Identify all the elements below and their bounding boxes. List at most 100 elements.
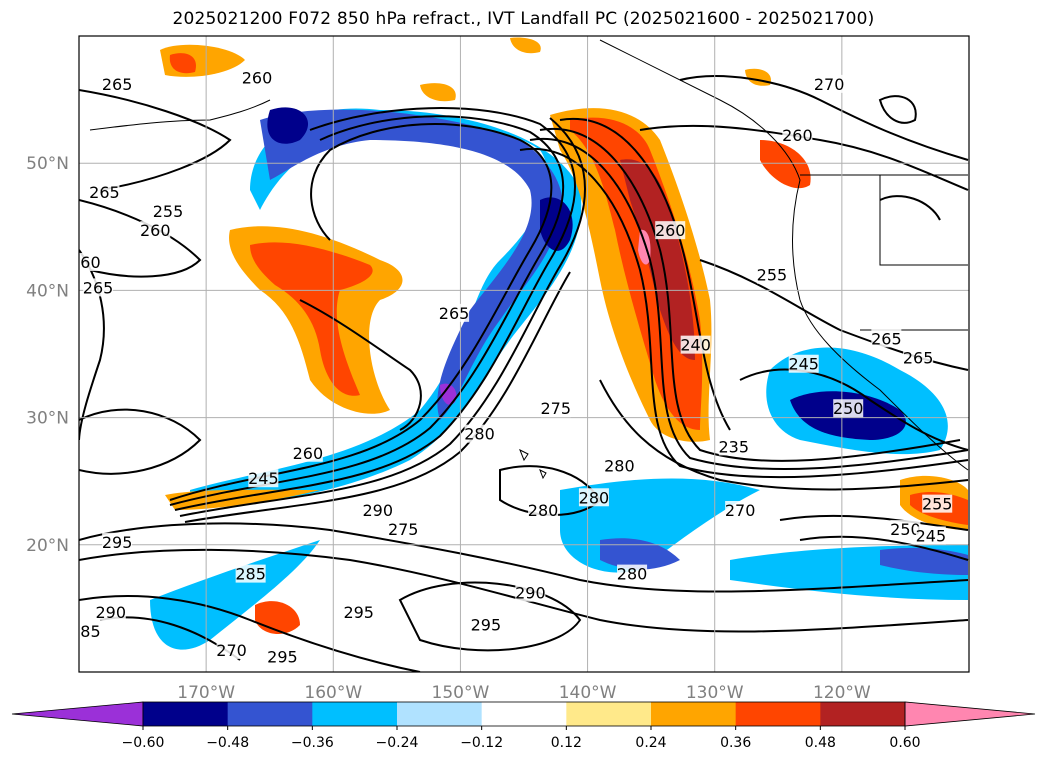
contour-label-background (871, 329, 902, 348)
contour-label-background (343, 602, 374, 621)
western-positive-inner (250, 242, 373, 396)
colorbar-segment (820, 702, 906, 726)
colorbar-tick-label: 0.60 (889, 735, 920, 751)
contour-label: 270 (725, 501, 756, 520)
contour-label: 265 (903, 348, 934, 367)
contour-label-background (833, 399, 864, 418)
lat-tick-label: 40°N (26, 281, 69, 301)
lon-tick-label: 170°W (177, 683, 235, 703)
contour-label: 265 (89, 183, 120, 202)
contour-label-background (617, 564, 648, 583)
contour-label: 260 (655, 221, 686, 240)
contour-line (679, 75, 969, 161)
colorbar-tick-label: −0.60 (122, 735, 165, 751)
lon-tick-label: 120°W (813, 683, 871, 703)
contour-label-background (388, 520, 419, 539)
lat-tick-label: 50°N (26, 154, 69, 174)
colorbar-segment (481, 702, 567, 726)
contour-line (739, 368, 969, 451)
colorbar (11, 701, 1036, 727)
latitude-labels: 50°N 40°N 30°N 20°N (26, 154, 69, 556)
contour-label: 280 (617, 565, 648, 584)
interior-border (879, 175, 968, 266)
contour-line (169, 115, 565, 506)
contour-label-background (725, 501, 756, 519)
contour-label-background (140, 221, 171, 240)
lon-tick-label: 160°W (304, 683, 362, 703)
contour-label-background (242, 68, 272, 87)
colorbar-frame (142, 701, 906, 727)
colorbar-tick-label: −0.48 (206, 735, 249, 751)
contour-label: 250 (833, 399, 864, 418)
positive-blob-sw (255, 601, 300, 635)
contour-label-background (604, 456, 635, 475)
contour-label-background (464, 424, 495, 443)
contour-line (79, 522, 969, 593)
contour-label-background (102, 532, 133, 551)
colorbar-segment (143, 702, 229, 726)
colorbar-segment (651, 702, 737, 726)
contour-line (529, 137, 969, 470)
contour-label-background (89, 183, 120, 201)
colorbar-tick-label: −0.36 (291, 735, 334, 751)
negative-pc-shading-core (267, 107, 573, 251)
contour-label: 290 (363, 501, 394, 520)
map-frame (78, 35, 970, 673)
contour-label-background (235, 564, 266, 583)
positive-pc-shading-core (620, 159, 695, 360)
lon-tick-label: 130°W (686, 683, 744, 703)
gridlines (79, 36, 969, 672)
contour-line (559, 117, 731, 431)
contour-label: 245 (916, 526, 947, 545)
contour-label: 270 (216, 641, 247, 660)
contour-line (79, 408, 202, 475)
contour-label-background (470, 615, 501, 634)
contour-label: 260 (782, 126, 813, 145)
contour-label-background (439, 303, 470, 322)
contour-label: 295 (471, 615, 502, 634)
contour-label-background (788, 354, 819, 373)
colorbar-segment (566, 702, 652, 726)
contour-label-background (248, 469, 279, 488)
contour-label: 260 (293, 444, 324, 463)
lat-tick-label: 30°N (26, 409, 69, 429)
contour-label-background (515, 583, 546, 602)
contour-label-background (578, 488, 609, 507)
contour-label: 275 (388, 520, 419, 539)
contour-label: 295 (267, 647, 298, 666)
contour-label: 260 (70, 253, 101, 272)
contour-label: 270 (814, 75, 845, 94)
contour-label: 280 (464, 425, 495, 444)
colorbar-segment (312, 702, 398, 726)
lon-tick-label: 150°W (432, 683, 490, 703)
contour-label-background (267, 647, 298, 666)
hawaii-islands (519, 448, 547, 480)
contour-line (79, 199, 202, 278)
positive-blob-top (510, 37, 541, 54)
contour-line (79, 595, 421, 672)
contour-line (184, 271, 571, 523)
contour-label-background (915, 526, 946, 545)
contour-label: 255 (922, 495, 953, 514)
contour-line (179, 117, 586, 517)
contour-line (878, 95, 917, 124)
contour-line (174, 107, 576, 511)
contour-label-background (814, 74, 845, 93)
colorbar-tick-label: 0.12 (551, 735, 582, 751)
map-title: 2025021200 F072 850 hPa refract., IVT La… (172, 9, 875, 29)
contour-line (169, 123, 553, 501)
colorbar-max-extension (904, 701, 1036, 727)
contour-label: 280 (604, 456, 635, 475)
colorbar-segment (227, 702, 313, 726)
contour-label: 275 (541, 399, 572, 418)
contour-label: 295 (343, 603, 374, 622)
contour-label-background (782, 125, 813, 144)
contour-label: 285 (70, 622, 101, 641)
longitude-labels: 170°W 160°W 150°W 140°W 130°W 120°W (177, 683, 871, 703)
contour-line (879, 195, 941, 221)
lat-tick-label: 20°N (26, 536, 69, 556)
positive-blob-ne (760, 140, 811, 189)
contour-label: 265 (871, 329, 902, 348)
contour-label-background (890, 520, 921, 539)
